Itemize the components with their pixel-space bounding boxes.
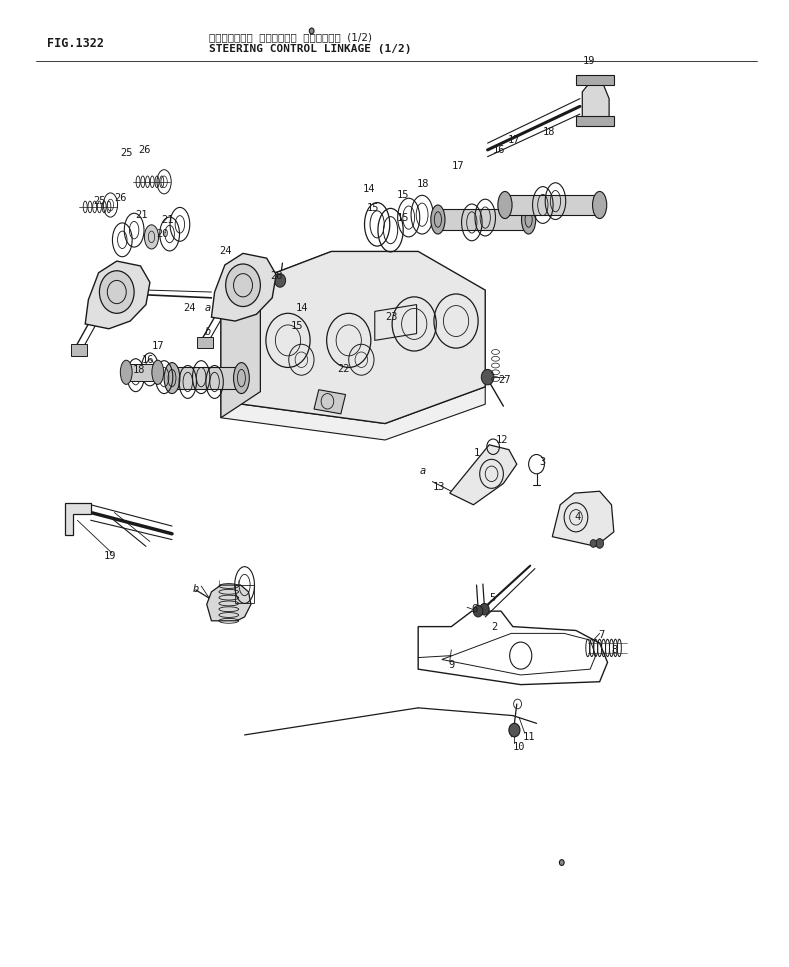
- Text: 21: 21: [136, 210, 148, 220]
- Text: 9: 9: [448, 660, 454, 670]
- Text: b: b: [193, 584, 199, 594]
- Text: FIG.1322: FIG.1322: [47, 37, 104, 50]
- Ellipse shape: [234, 363, 249, 394]
- Text: 10: 10: [513, 742, 525, 751]
- Bar: [576, 116, 614, 126]
- Text: 12: 12: [495, 435, 508, 445]
- Text: 16: 16: [142, 355, 155, 365]
- Text: 25: 25: [93, 196, 106, 206]
- Text: 15: 15: [397, 190, 409, 200]
- Text: 13: 13: [432, 483, 445, 492]
- Polygon shape: [552, 491, 614, 546]
- Text: 23: 23: [385, 312, 398, 322]
- Ellipse shape: [498, 191, 512, 219]
- Text: 15: 15: [367, 203, 380, 213]
- Text: STEERING CONTROL LINKAGE (1/2): STEERING CONTROL LINKAGE (1/2): [209, 44, 412, 54]
- Text: 4: 4: [574, 513, 581, 522]
- Ellipse shape: [151, 361, 164, 384]
- Text: a: a: [420, 466, 426, 476]
- Ellipse shape: [144, 225, 159, 249]
- Text: 18: 18: [417, 179, 429, 189]
- Text: 17: 17: [151, 341, 164, 351]
- Text: 27: 27: [499, 375, 511, 385]
- Ellipse shape: [164, 363, 180, 394]
- Polygon shape: [85, 261, 150, 329]
- Text: 18: 18: [133, 366, 145, 375]
- Text: 26: 26: [138, 145, 151, 155]
- Circle shape: [99, 271, 134, 313]
- Text: 21: 21: [161, 216, 174, 225]
- Bar: [172, 367, 241, 389]
- Text: 6: 6: [472, 604, 478, 614]
- Circle shape: [559, 860, 564, 865]
- Ellipse shape: [593, 191, 607, 219]
- Bar: [126, 364, 158, 381]
- Polygon shape: [211, 253, 276, 321]
- Ellipse shape: [121, 361, 133, 384]
- Bar: [505, 195, 600, 215]
- Circle shape: [473, 605, 483, 617]
- Text: ステアリング゛  コントロール  リンケージ゛  (1/2): ステアリング゛ コントロール リンケージ゛ (1/2): [209, 32, 372, 42]
- Circle shape: [480, 603, 489, 615]
- Circle shape: [590, 540, 596, 547]
- Bar: [576, 75, 614, 85]
- Text: 3: 3: [539, 457, 545, 467]
- Ellipse shape: [431, 205, 445, 234]
- Text: 14: 14: [363, 184, 376, 193]
- Polygon shape: [221, 387, 485, 440]
- Circle shape: [275, 274, 286, 287]
- Polygon shape: [314, 390, 346, 414]
- Bar: [71, 344, 87, 356]
- Text: 14: 14: [296, 303, 308, 312]
- Text: 25: 25: [120, 148, 133, 158]
- Polygon shape: [207, 585, 251, 621]
- Text: b: b: [205, 327, 211, 337]
- Text: 22: 22: [338, 365, 350, 374]
- Bar: [438, 209, 529, 230]
- Text: 26: 26: [114, 193, 127, 203]
- Circle shape: [481, 369, 494, 385]
- Text: 5: 5: [489, 593, 495, 602]
- Text: 17: 17: [451, 161, 464, 171]
- Circle shape: [596, 539, 604, 548]
- Text: 15: 15: [290, 321, 303, 331]
- Text: a: a: [205, 303, 211, 312]
- Text: 7: 7: [598, 630, 604, 640]
- Text: 8: 8: [611, 645, 618, 655]
- Text: 16: 16: [493, 145, 506, 155]
- Polygon shape: [582, 82, 609, 120]
- Polygon shape: [221, 251, 485, 424]
- Text: 19: 19: [104, 551, 117, 561]
- Circle shape: [509, 723, 520, 737]
- Polygon shape: [450, 445, 517, 505]
- Circle shape: [309, 28, 314, 34]
- Bar: [235, 585, 254, 603]
- Ellipse shape: [522, 205, 536, 234]
- Text: 17: 17: [507, 135, 520, 145]
- Polygon shape: [221, 278, 260, 418]
- Text: 1: 1: [473, 448, 480, 457]
- Circle shape: [226, 264, 260, 307]
- Bar: [197, 337, 213, 348]
- Text: 19: 19: [582, 56, 595, 66]
- Text: 11: 11: [523, 732, 536, 742]
- Text: 24: 24: [183, 303, 196, 312]
- Text: 20: 20: [156, 229, 169, 239]
- Text: 24: 24: [219, 247, 232, 256]
- Text: 28: 28: [270, 271, 282, 280]
- Text: 18: 18: [543, 127, 555, 136]
- Text: 15: 15: [397, 213, 409, 222]
- Polygon shape: [65, 503, 91, 535]
- Text: 2: 2: [491, 622, 497, 631]
